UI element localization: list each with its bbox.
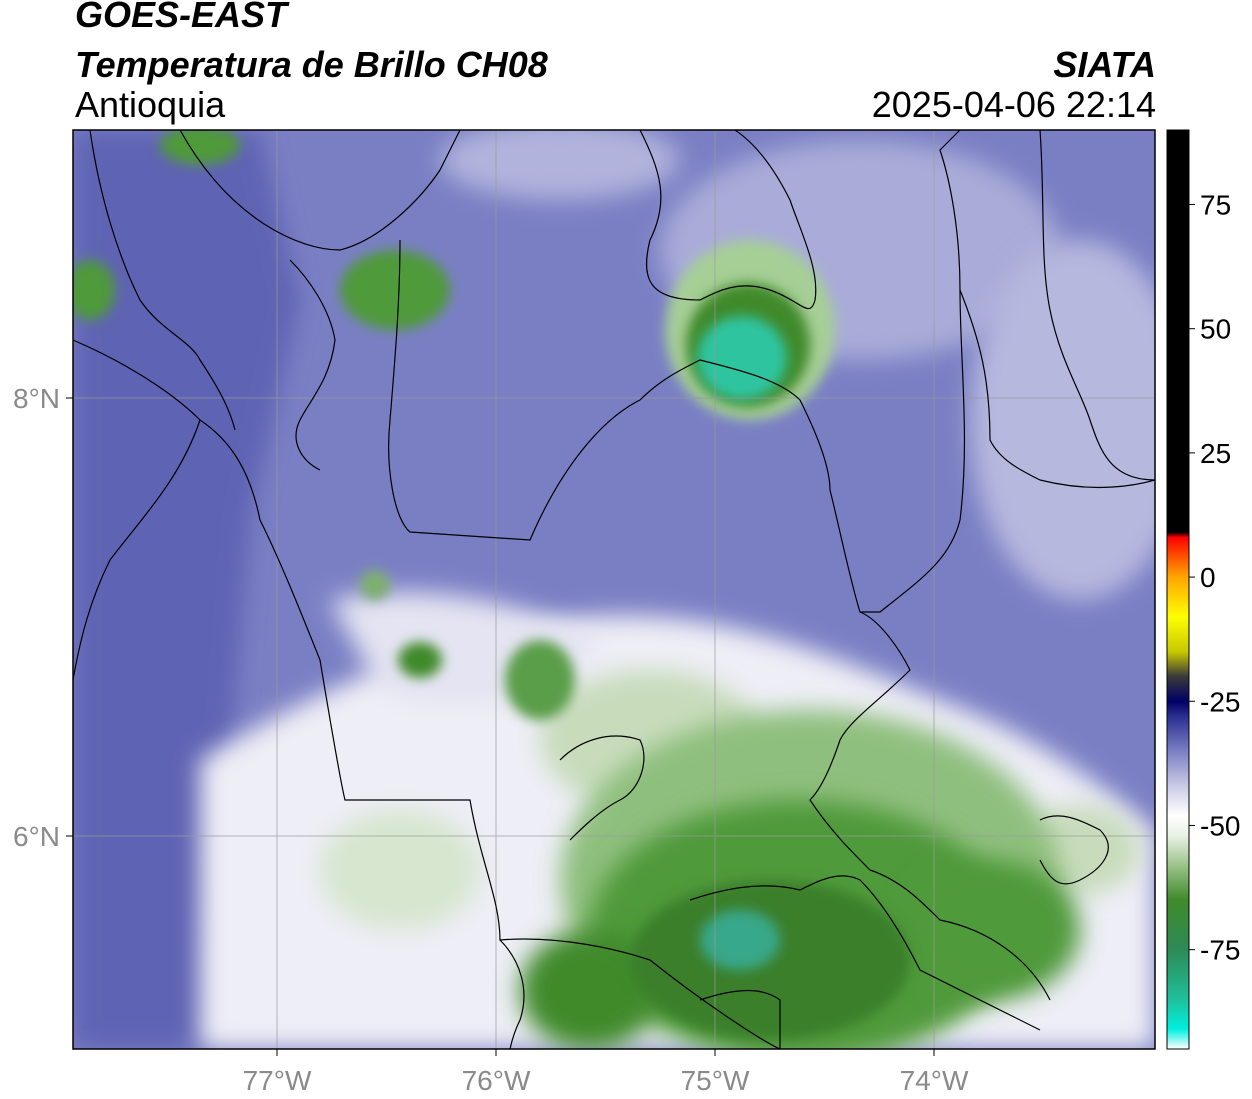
department-border-northeast — [1039, 130, 1155, 481]
cell-northwest-corner — [160, 130, 240, 165]
colorbar-tick-label: 25 — [1200, 438, 1231, 469]
region-label: Antioquia — [75, 84, 226, 125]
colorbar-tick-label: -25 — [1200, 686, 1240, 717]
cell-northwest — [340, 250, 450, 330]
lon-tick-label: 77°W — [243, 1065, 312, 1096]
cell-small-2 — [505, 640, 575, 720]
colorbar-ticks: 75 50 25 0 -25 -50 -75 — [1189, 190, 1240, 966]
coastline-gulf-east — [289, 259, 336, 471]
lat-tick-label: 6°N — [13, 821, 60, 852]
department-border-west — [73, 339, 781, 1049]
department-border-antioquia — [388, 130, 966, 613]
boundaries — [73, 130, 1155, 1049]
colorbar-tick-label: 50 — [1200, 314, 1231, 345]
coastline-north — [179, 130, 461, 251]
colorbar-tick-label: 75 — [1200, 190, 1231, 221]
colorbar-tick-label: -75 — [1200, 935, 1240, 966]
cell-west-edge — [73, 260, 115, 320]
map-frame — [72, 129, 1156, 1050]
colorbar-tick-label: 0 — [1200, 562, 1216, 593]
coastline-gulf-west — [89, 130, 236, 431]
department-border-east-2 — [959, 289, 1155, 489]
storm-south-core — [630, 880, 910, 1040]
satellite-title: GOES-EAST — [75, 0, 288, 35]
agency-label: SIATA — [1053, 44, 1156, 85]
field-east-light — [970, 240, 1155, 600]
graticule — [73, 130, 1155, 1049]
lon-tick-label: 75°W — [681, 1065, 750, 1096]
cell-small-3 — [360, 570, 390, 600]
municipal-border-2 — [1039, 815, 1109, 885]
municipal-border-1 — [559, 735, 645, 841]
colorbar-fill — [1167, 130, 1189, 1049]
department-border-south-1 — [499, 939, 525, 1049]
latitude-ticks: 8°N 6°N — [13, 383, 73, 852]
department-border-south-2 — [689, 875, 1041, 1031]
field-north-light — [440, 130, 680, 200]
colorbar: 75 50 25 0 -25 -50 -75 — [1166, 129, 1240, 1050]
storm-southwest — [520, 930, 660, 1049]
datetime-label: 2025-04-06 22:14 — [871, 84, 1156, 125]
lat-tick-label: 8°N — [13, 383, 60, 414]
department-border-east — [809, 611, 1051, 1001]
department-border-cordoba — [639, 130, 817, 310]
colorbar-frame — [1166, 129, 1190, 1050]
lon-tick-label: 74°W — [900, 1065, 969, 1096]
colorbar-tick-label: -50 — [1200, 810, 1240, 841]
border-panama — [73, 419, 201, 681]
field-west-dark — [73, 130, 300, 1049]
lon-tick-label: 76°W — [462, 1065, 531, 1096]
department-border-south-3 — [699, 990, 781, 1049]
cell-north-core — [697, 316, 787, 400]
storm-south-teal — [700, 910, 780, 970]
brightness-temperature-field — [73, 130, 1155, 1049]
cell-small-1 — [398, 642, 442, 678]
product-title: Temperatura de Brillo CH08 — [75, 44, 548, 85]
field-pale-green-west — [320, 810, 480, 930]
storm-southeast-mid — [900, 860, 1080, 1000]
longitude-ticks: 77°W 76°W 75°W 74°W — [243, 1049, 969, 1096]
